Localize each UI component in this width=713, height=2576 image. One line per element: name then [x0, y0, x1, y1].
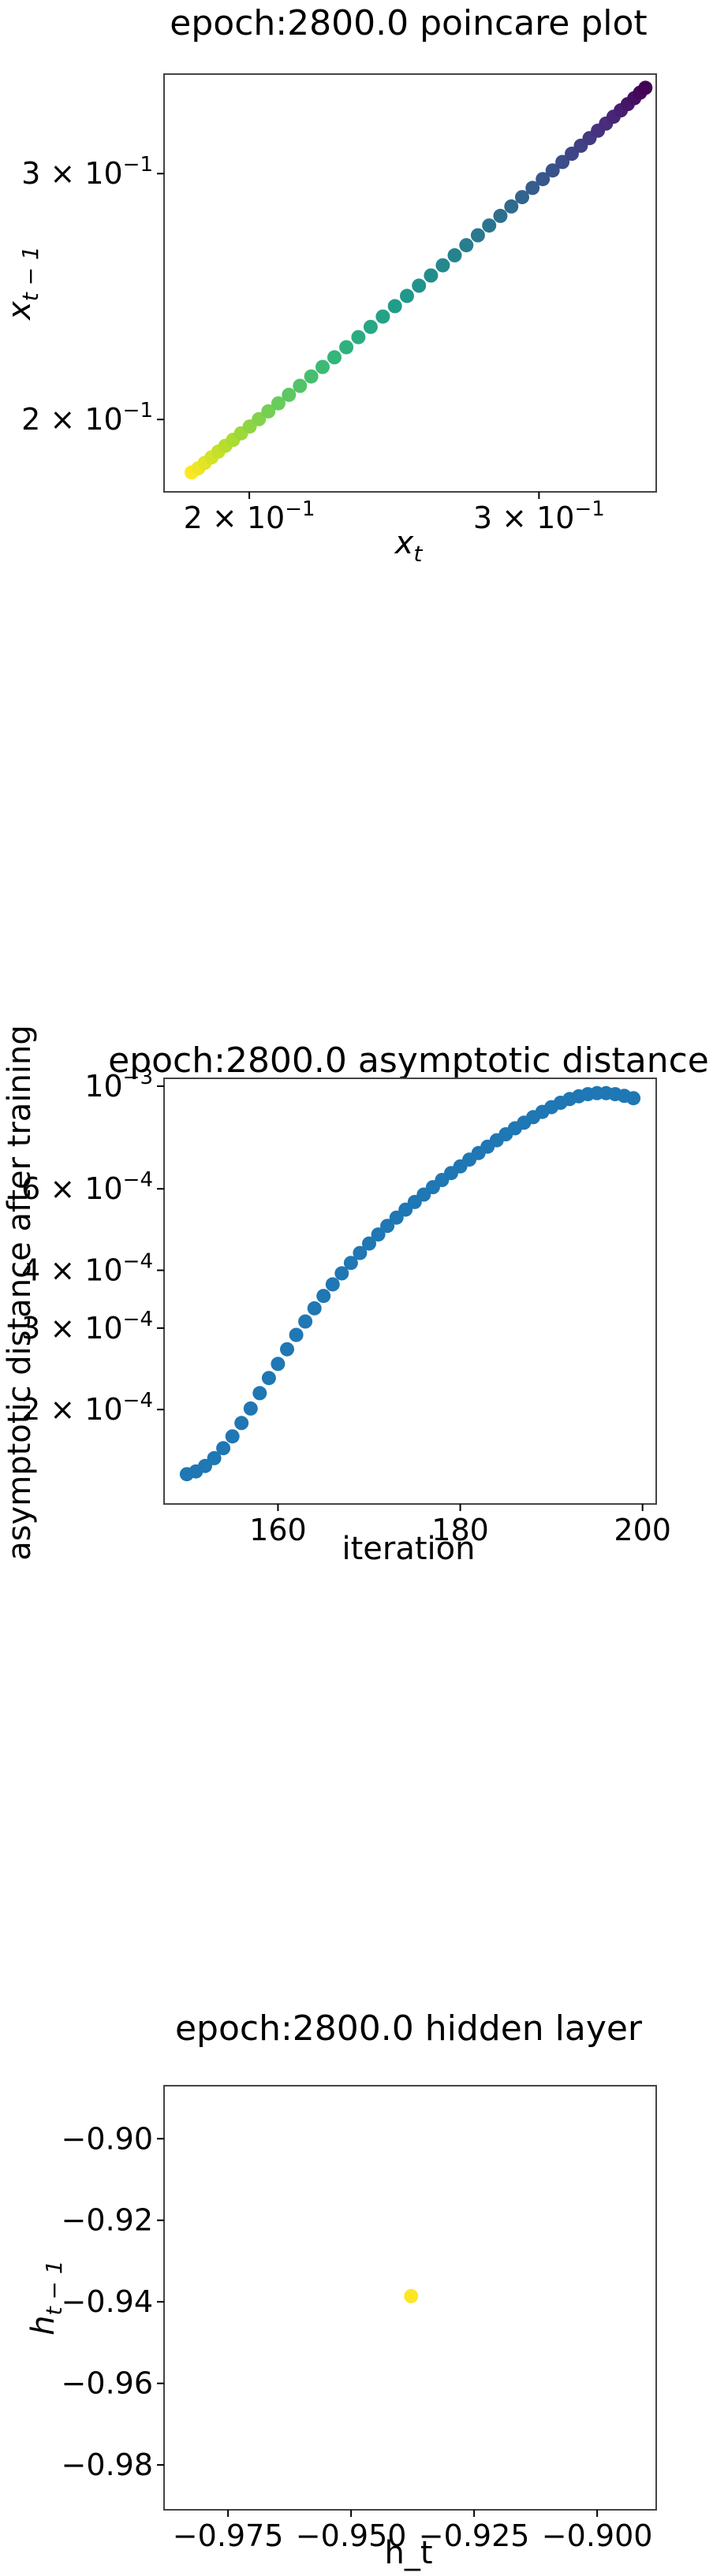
data-points [179, 1085, 641, 1482]
data-point [316, 1289, 331, 1304]
data-point [412, 278, 427, 293]
data-point [353, 1245, 368, 1260]
x-axis-label: h_t [384, 2535, 432, 2571]
tick-label: 4 × 10−4 [21, 1250, 153, 1288]
tick-label: −0.94 [62, 2284, 153, 2319]
data-point [261, 1371, 276, 1386]
x-axis-label: xt [394, 525, 424, 567]
tick-label: 3 × 10−4 [21, 1308, 153, 1346]
tick-label: −0.925 [419, 2518, 530, 2553]
data-point [343, 1256, 358, 1271]
data-point [315, 359, 330, 374]
x-axis-label: iteration [342, 1531, 476, 1567]
y-axis-label: xt − 1 [2, 246, 43, 322]
data-point [380, 1219, 395, 1234]
data-point [280, 1342, 294, 1357]
plot-frame [163, 2085, 657, 2511]
data-point [400, 288, 414, 303]
data-point [207, 1450, 222, 1465]
x-ticks: −0.975 −0.950 −0.925 −0.900 [173, 2510, 653, 2553]
data-point [375, 309, 390, 324]
asymptotic-distance-plot: epoch:2800.0 asymptotic distance 160 180 2… [2, 1025, 709, 1567]
plot-frame [163, 1078, 657, 1505]
data-point [404, 2288, 419, 2303]
data-point [447, 248, 462, 262]
data-point [216, 1441, 231, 1456]
tick-label: 2 × 10−4 [21, 1389, 153, 1427]
data-point [459, 238, 474, 253]
tick-label: 3 × 10−1 [21, 153, 153, 191]
data-point [304, 369, 319, 384]
y-ticks: −0.98 −0.96 −0.94 −0.92 −0.90 [62, 2121, 164, 2482]
data-point [638, 80, 653, 95]
data-point [387, 299, 402, 314]
x-ticks: 2 × 10−1 3 × 10−1 [184, 492, 605, 535]
tick-label: −0.92 [62, 2203, 153, 2238]
tick-label: 200 [614, 1513, 671, 1547]
plot-frame [163, 73, 657, 493]
data-point [515, 190, 529, 205]
data-point [536, 172, 551, 187]
tick-label: −0.950 [296, 2518, 407, 2553]
tick-label: −0.90 [62, 2121, 153, 2156]
data-point [435, 258, 450, 273]
x-ticks: 160 180 200 [249, 1504, 671, 1547]
data-point [225, 1429, 240, 1444]
tick-label: −0.98 [62, 2448, 153, 2482]
data-point [289, 1327, 304, 1342]
data-point [362, 1236, 376, 1251]
data-point [470, 228, 485, 243]
data-point [555, 154, 570, 169]
y-axis-label: ht − 1 [25, 2260, 67, 2335]
tick-label: 2 × 10−1 [184, 497, 315, 535]
tick-label: 10−3 [84, 1066, 153, 1104]
chart-title: epoch:2800.0 asymptotic distance [108, 1040, 709, 1081]
tick-label: −0.96 [62, 2366, 153, 2401]
data-point [252, 1386, 267, 1401]
data-point [525, 181, 540, 195]
y-axis-label: asymptotic distance after training [2, 1025, 38, 1561]
tick-label: 6 × 10−4 [21, 1168, 153, 1206]
data-point [327, 350, 342, 365]
data-point [504, 199, 519, 214]
data-point [252, 411, 267, 426]
data-point [545, 163, 560, 178]
tick-label: 160 [249, 1513, 307, 1547]
data-point [243, 1401, 258, 1416]
data-point [282, 387, 297, 402]
data-point [339, 340, 354, 355]
data-point [482, 218, 497, 233]
data-point [261, 404, 276, 419]
data-points [185, 80, 653, 480]
data-point [271, 396, 286, 411]
data-point [298, 1314, 313, 1329]
data-point [363, 319, 378, 334]
data-points [404, 2288, 419, 2303]
data-point [334, 1266, 349, 1281]
tick-label: 180 [431, 1513, 489, 1547]
data-point [424, 268, 439, 283]
tick-label: −0.975 [173, 2518, 284, 2553]
data-point [307, 1301, 322, 1316]
tick-label: 3 × 10−1 [473, 497, 605, 535]
data-point [371, 1227, 386, 1242]
data-point [626, 1091, 641, 1106]
data-point [325, 1277, 340, 1292]
data-point [271, 1357, 286, 1372]
data-point [234, 1416, 249, 1431]
y-ticks: 2 × 10−4 3 × 10−4 4 × 10−4 6 × 10−4 10−3 [21, 1066, 164, 1427]
chart-title: epoch:2800.0 hidden layer [175, 2008, 643, 2049]
chart-title: epoch:2800.0 poincare plot [170, 3, 647, 43]
tick-label: −0.900 [542, 2518, 653, 2553]
data-point [293, 378, 308, 393]
y-ticks: 2 × 10−1 3 × 10−1 [21, 153, 164, 437]
tick-label: 2 × 10−1 [21, 399, 153, 437]
hidden-layer-plot: epoch:2800.0 hidden layer −0.975 −0.950 −0… [25, 2008, 657, 2571]
data-point [351, 329, 366, 344]
data-point [493, 208, 508, 223]
poincare-plot: epoch:2800.0 poincare plot 2 × 10−1 3 × 1… [2, 3, 657, 567]
